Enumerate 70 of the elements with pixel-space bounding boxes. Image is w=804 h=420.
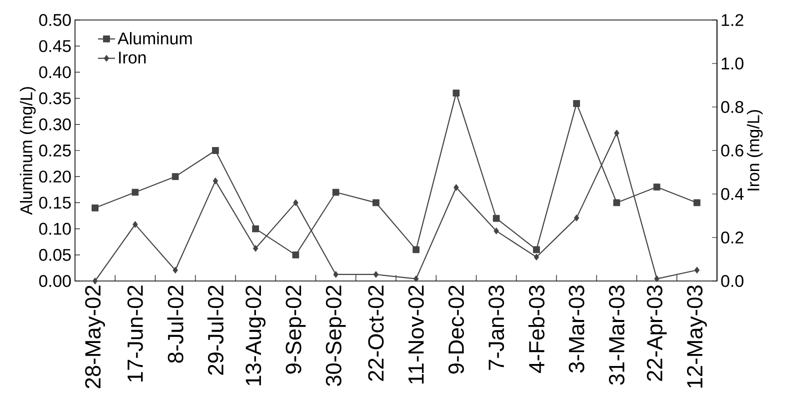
point	[654, 275, 660, 282]
point	[653, 184, 660, 190]
point	[694, 266, 700, 274]
point	[132, 221, 138, 228]
x-tick-label: 3-Mar-03	[568, 285, 584, 373]
y-tick-label: 0.10	[39, 222, 71, 235]
y-tick-label: 0.25	[39, 144, 71, 156]
y2-tick-label: 0.6	[721, 144, 744, 156]
legend-label: Aluminum	[118, 32, 192, 44]
y-tick-label: 0.15	[39, 196, 71, 209]
x-tick-label: 4-Feb-03	[528, 285, 544, 373]
point	[452, 90, 460, 97]
y2-tick-label: 1.2	[722, 14, 744, 26]
point	[292, 251, 300, 258]
y-tick-label: 0.30	[39, 118, 71, 130]
x-tick-label: 28-May-02	[85, 286, 105, 388]
point	[293, 199, 298, 206]
y2-axis-title: Iron (mg/L)	[746, 110, 763, 190]
point	[614, 130, 620, 137]
point	[252, 244, 258, 252]
point	[412, 246, 420, 254]
legend-label: Iron	[119, 52, 146, 64]
point	[694, 199, 700, 206]
point	[212, 178, 218, 184]
point	[333, 271, 338, 278]
point	[573, 100, 580, 107]
x-tick-label: 9-Dec-02	[448, 286, 464, 374]
point	[613, 199, 620, 206]
y2-tick-label: 0.4	[721, 188, 744, 200]
x-tick-label: 7-Jan-03	[488, 285, 504, 370]
point	[132, 188, 139, 196]
y-tick-label: 0.50	[39, 14, 71, 26]
x-tick-label: 12-May-03	[687, 285, 707, 388]
point	[372, 199, 380, 206]
x-tick-label: 22-Apr-03	[646, 285, 667, 381]
x-tick-label: 13-Aug-02	[246, 286, 266, 386]
x-tick-label: 30-Sep-02	[326, 286, 346, 386]
y-tick-label: 0.40	[39, 66, 71, 78]
point	[252, 225, 260, 232]
x-tick-label: 31-Mar-03	[608, 285, 624, 385]
y-tick-label: 0.45	[39, 40, 71, 52]
point	[172, 173, 179, 180]
x-tick-label: 29-Jul-02	[207, 286, 224, 375]
x-tick-label: 17-Jun-02	[127, 286, 143, 382]
point	[92, 278, 98, 284]
point	[574, 214, 580, 222]
y-tick-label: 0.00	[39, 275, 71, 288]
x-tick-label: 8-Jul-02	[167, 286, 184, 363]
y-tick-label: 0.35	[39, 92, 71, 104]
x-tick-label: 11-Nov-02	[408, 286, 424, 384]
x-tick-label: 9-Sep-02	[286, 286, 306, 374]
point	[533, 246, 540, 254]
point	[332, 188, 340, 196]
x-tick-label: 22-Oct-02	[368, 286, 384, 381]
point	[373, 271, 379, 278]
y-axis-title: Aluminum (mg/L)	[20, 87, 36, 215]
point	[454, 184, 459, 191]
point	[212, 147, 219, 154]
point	[494, 228, 499, 234]
y2-tick-label: 1.0	[722, 58, 744, 70]
y2-tick-label: 0.2	[721, 232, 744, 244]
y-tick-label: 0.05	[39, 248, 71, 261]
y2-tick-label: 0.8	[721, 101, 744, 113]
point	[172, 266, 178, 274]
y-tick-label: 0.20	[39, 170, 71, 183]
point	[534, 254, 540, 261]
point	[492, 214, 500, 222]
point	[92, 204, 98, 212]
y2-tick-label: 0.0	[721, 275, 744, 287]
point	[413, 275, 419, 282]
